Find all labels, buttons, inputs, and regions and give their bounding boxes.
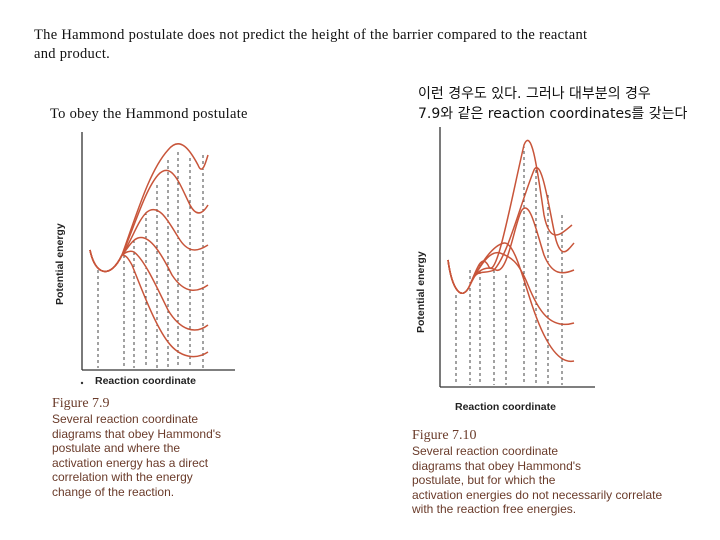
- figure-7-10-number: Figure 7.10: [412, 428, 477, 443]
- figure-7-9-diagram: Potential energy: [54, 132, 235, 385]
- right-caption-line-1: 이런 경우도 있다. 그러나 대부분의 경우: [418, 86, 651, 102]
- caption-line: change of the reaction.: [52, 484, 175, 499]
- figure-7-9-text: Several reaction coordinate diagrams tha…: [52, 412, 252, 499]
- curve-4: [89, 236, 209, 291]
- y-axis-label: Potential energy: [54, 223, 66, 305]
- figure-7-10-xlabel: Reaction coordinate: [455, 401, 556, 413]
- axis-origin-dot: [80, 381, 84, 385]
- figure-7-9-number: Figure 7.9: [52, 396, 110, 411]
- caption-line: activation energy has a direct: [52, 455, 209, 470]
- figure-7-9-caption: Figure 7.9 Several reaction coordinate d…: [52, 396, 252, 499]
- y-axis-label: Potential energy: [415, 251, 427, 333]
- curve-2: [447, 166, 575, 294]
- right-caption-line-2: 7.9와 같은 reaction coordinates를 갖는다: [418, 106, 688, 122]
- headline: The Hammond postulate does not predict t…: [34, 26, 694, 64]
- caption-line: Several reaction coordinate: [412, 444, 559, 458]
- caption-line: with the reaction free energies.: [412, 502, 577, 516]
- x-axis-label: Reaction coordinate: [95, 375, 196, 387]
- figure-7-10-diagram: Potential energy: [415, 127, 595, 388]
- energy-curves: [447, 139, 575, 362]
- headline-line-1: The Hammond postulate does not predict t…: [34, 27, 588, 43]
- headline-line-2: and product.: [34, 46, 111, 62]
- curve-5: [447, 242, 575, 362]
- right-caption: 이런 경우도 있다. 그러나 대부분의 경우 7.9와 같은 reaction …: [418, 84, 687, 124]
- curve-3: [447, 207, 575, 294]
- curve-4: [447, 251, 575, 326]
- guide-lines: [97, 152, 204, 368]
- caption-line: diagrams that obey Hammond's: [52, 426, 222, 441]
- caption-line: diagrams that obey Hammond's: [412, 458, 582, 473]
- figure-7-10-text: Several reaction coordinate diagrams tha…: [412, 444, 672, 517]
- figure-7-9-xlabel: Reaction coordinate: [95, 375, 196, 387]
- curve-6: [89, 249, 209, 358]
- caption-line: postulate and where the: [52, 441, 181, 455]
- guide-lines: [455, 145, 563, 385]
- caption-line: activation energies do not necessarily c…: [412, 487, 663, 502]
- caption-line: postulate, but for which the: [412, 473, 556, 487]
- left-caption: To obey the Hammond postulate: [50, 106, 248, 122]
- caption-line: Several reaction coordinate: [52, 412, 199, 426]
- x-axis-label: Reaction coordinate: [455, 401, 556, 413]
- caption-line: correlation with the energy: [52, 470, 193, 484]
- energy-curves: [89, 143, 209, 358]
- figure-7-10-caption: Figure 7.10 Several reaction coordinate …: [412, 428, 672, 517]
